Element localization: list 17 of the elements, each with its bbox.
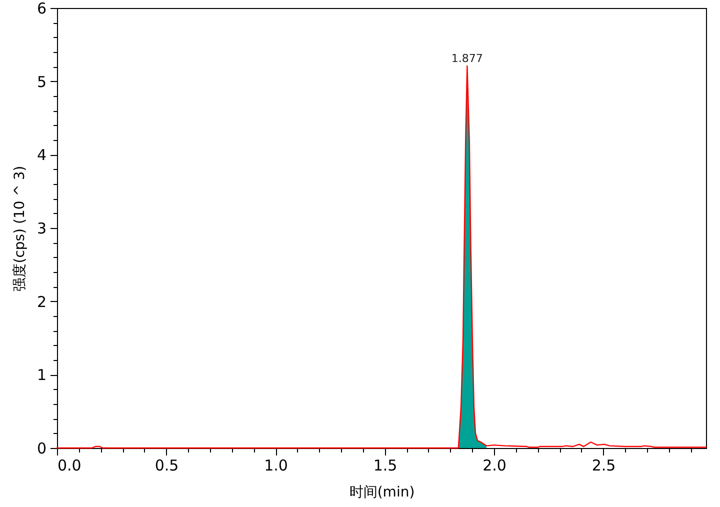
y-tick-label: 4 — [36, 146, 46, 164]
y-tick-label: 3 — [36, 220, 46, 238]
x-tick-label: 1.0 — [264, 456, 288, 474]
x-tick-label: 2.5 — [592, 456, 616, 474]
y-tick-label: 0 — [36, 440, 46, 458]
x-axis-title: 时间(min) — [349, 484, 415, 500]
line-series — [56, 65, 707, 449]
x-tick-label: 1.5 — [373, 456, 398, 474]
y-axis-title: 强度(cps) (10 ^ 3) — [12, 166, 28, 292]
y-tick-label: 2 — [36, 292, 46, 311]
x-tick-label: 2.0 — [482, 456, 506, 474]
y-tick-label: 5 — [36, 72, 46, 91]
annotation: 1.877 — [451, 52, 483, 65]
y-tick-label: 6 — [36, 0, 46, 18]
x-tick-label: 0.5 — [154, 456, 179, 474]
x-tick-label: 0.0 — [58, 456, 82, 474]
y-tick-label: 1 — [36, 366, 46, 384]
